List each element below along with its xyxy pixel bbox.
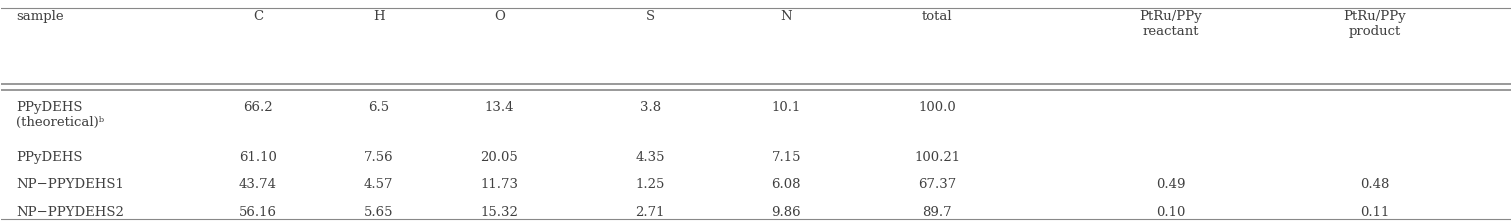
Text: 67.37: 67.37: [918, 178, 956, 191]
Text: 4.57: 4.57: [364, 178, 393, 191]
Text: 0.48: 0.48: [1361, 178, 1390, 191]
Text: 3.8: 3.8: [640, 101, 661, 114]
Text: 43.74: 43.74: [239, 178, 277, 191]
Text: 2.71: 2.71: [635, 206, 665, 219]
Text: PPyDEHS: PPyDEHS: [17, 151, 83, 164]
Text: NP−PPYDEHS1: NP−PPYDEHS1: [17, 178, 124, 191]
Text: 56.16: 56.16: [239, 206, 277, 219]
Text: 20.05: 20.05: [481, 151, 519, 164]
Text: 13.4: 13.4: [485, 101, 514, 114]
Text: N: N: [780, 10, 792, 23]
Text: 5.65: 5.65: [364, 206, 393, 219]
Text: total: total: [922, 10, 953, 23]
Text: 10.1: 10.1: [771, 101, 801, 114]
Text: C: C: [253, 10, 263, 23]
Text: 11.73: 11.73: [481, 178, 519, 191]
Text: O: O: [494, 10, 505, 23]
Text: H: H: [373, 10, 384, 23]
Text: 0.10: 0.10: [1157, 206, 1185, 219]
Text: PtRu/PPy
reactant: PtRu/PPy reactant: [1140, 10, 1202, 38]
Text: 61.10: 61.10: [239, 151, 277, 164]
Text: 89.7: 89.7: [922, 206, 953, 219]
Text: 7.56: 7.56: [364, 151, 393, 164]
Text: S: S: [646, 10, 655, 23]
Text: 9.86: 9.86: [771, 206, 801, 219]
Text: NP−PPYDEHS2: NP−PPYDEHS2: [17, 206, 124, 219]
Text: 6.08: 6.08: [771, 178, 801, 191]
Text: sample: sample: [17, 10, 64, 23]
Text: 1.25: 1.25: [635, 178, 665, 191]
Text: PPyDEHS
(theoretical)ᵇ: PPyDEHS (theoretical)ᵇ: [17, 101, 104, 129]
Text: PtRu/PPy
product: PtRu/PPy product: [1343, 10, 1406, 38]
Text: 6.5: 6.5: [367, 101, 389, 114]
Text: 7.15: 7.15: [771, 151, 801, 164]
Text: 4.35: 4.35: [635, 151, 665, 164]
Text: 0.11: 0.11: [1361, 206, 1390, 219]
Text: 15.32: 15.32: [481, 206, 519, 219]
Text: 0.49: 0.49: [1157, 178, 1185, 191]
Text: 100.0: 100.0: [918, 101, 956, 114]
Text: 100.21: 100.21: [915, 151, 960, 164]
Text: 66.2: 66.2: [243, 101, 272, 114]
